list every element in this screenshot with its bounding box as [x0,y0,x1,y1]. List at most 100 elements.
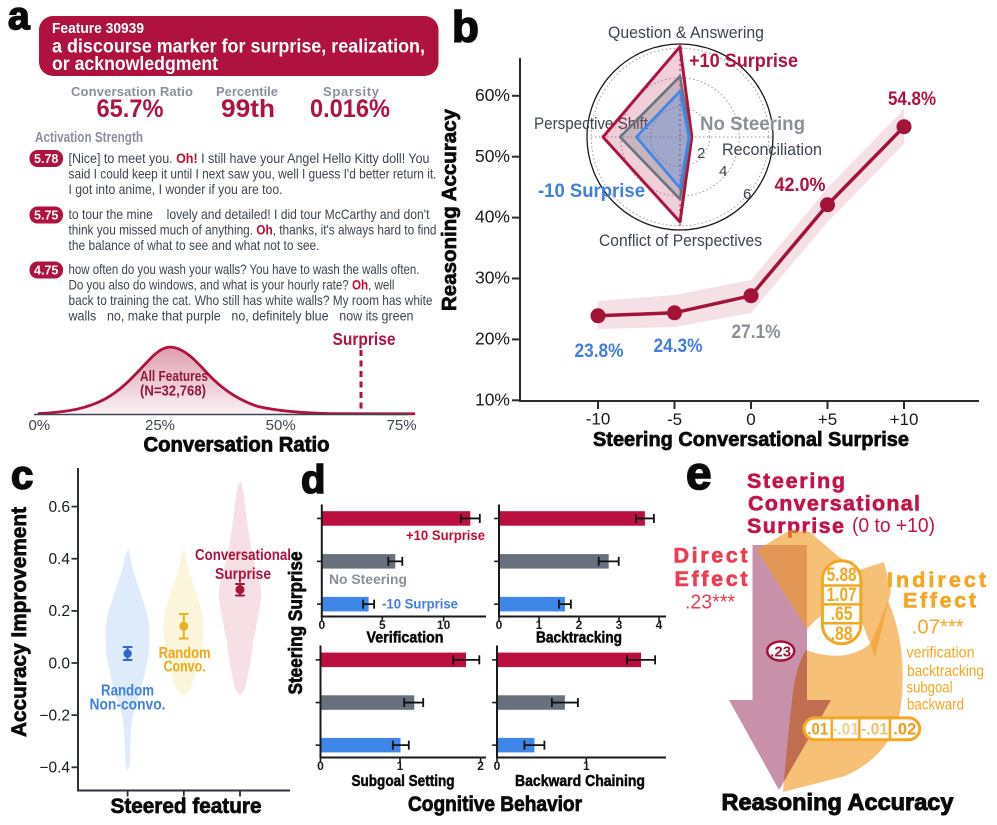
svg-text:Do you also do windows, and wh: Do you also do windows, and what is your… [69,277,395,293]
svg-text:−0.2: −0.2 [39,707,70,724]
svg-text:20%: 20% [475,329,510,349]
svg-text:+10 Surprise: +10 Surprise [406,528,485,543]
svg-text:6: 6 [743,186,751,203]
svg-text:2: 2 [576,618,583,632]
svg-text:to tour the mine lovely and de: to tour the mine lovely and detailed! I … [69,206,430,222]
svg-text:4.75: 4.75 [34,263,58,277]
svg-text:Steering Surprise: Steering Surprise [286,552,307,695]
svg-text:0.0: 0.0 [48,655,70,672]
svg-text:backtracking: backtracking [907,663,984,680]
svg-text:Verification: Verification [367,630,444,647]
svg-text:60%: 60% [475,85,510,105]
svg-text:+10: +10 [890,410,919,429]
svg-text:No Steering: No Steering [700,114,805,135]
svg-text:2: 2 [697,145,705,162]
svg-text:Conversation Ratio: Conversation Ratio [144,434,330,457]
svg-text:Backward Chaining: Backward Chaining [515,773,645,790]
svg-text:Effect: Effect [903,589,976,613]
svg-text:Percentile: Percentile [216,84,278,99]
svg-text:.07***: .07*** [912,617,964,639]
svg-text:0: 0 [746,410,755,429]
svg-text:a discourse marker for surpris: a discourse marker for surprise, realiza… [52,37,425,58]
svg-text:Non-convo.: Non-convo. [90,697,166,714]
svg-text:-5: -5 [667,410,682,429]
svg-text:Surprise: Surprise [333,329,396,349]
svg-text:think you missed much of anyth: think you missed much of anything. Oh, t… [69,222,437,238]
svg-text:+10 Surprise: +10 Surprise [689,51,798,72]
svg-text:10: 10 [437,618,451,632]
svg-text:the balance of what to see and: the balance of what to see and what not … [69,237,320,253]
svg-text:Surprise: Surprise [215,566,271,583]
svg-text:0.4: 0.4 [48,551,70,568]
svg-text:Reconciliation: Reconciliation [722,141,822,159]
svg-text:5.78: 5.78 [34,152,58,166]
svg-text:10%: 10% [475,389,510,409]
svg-text:-.01: -.01 [861,720,888,739]
svg-text:(0 to +10): (0 to +10) [852,515,935,537]
svg-text:3: 3 [616,618,623,632]
svg-text:5: 5 [379,618,386,632]
svg-text:a: a [8,0,30,38]
svg-text:5.75: 5.75 [34,208,58,222]
svg-text:I got into anime, I wonder if: I got into anime, I wonder if you are to… [69,181,283,197]
svg-text:Subgoal Setting: Subgoal Setting [352,773,455,790]
svg-text:Cognitive Behavior: Cognitive Behavior [408,793,582,816]
svg-text:Effect: Effect [675,567,748,591]
svg-text:Activation Strength: Activation Strength [35,130,143,146]
svg-text:Random: Random [159,645,211,662]
svg-text:4: 4 [719,163,727,180]
svg-text:50%: 50% [266,417,296,434]
svg-text:Reasoning Accuracy: Reasoning Accuracy [722,789,954,815]
svg-text:0: 0 [496,618,503,632]
svg-text:0.016%: 0.016% [310,95,390,123]
svg-text:23.8%: 23.8% [575,341,624,362]
svg-text:(N=32,768): (N=32,768) [140,383,206,400]
svg-text:42.0%: 42.0% [775,175,826,196]
svg-text:25%: 25% [145,417,175,434]
svg-text:Feature 30939: Feature 30939 [52,21,144,37]
svg-text:Indirect: Indirect [887,568,986,592]
svg-text:.65: .65 [831,604,853,625]
svg-text:Accuracy Improvement: Accuracy Improvement [8,507,31,737]
svg-text:Backtracking: Backtracking [536,630,622,647]
svg-text:how often do you wash your wal: how often do you wash your walls? You ha… [69,261,420,277]
svg-text:Convo.: Convo. [164,659,206,676]
svg-text:back to training the cat. Who: back to training the cat. Who still has … [69,292,433,308]
svg-text:2: 2 [477,759,484,773]
svg-text:27.1%: 27.1% [732,322,781,343]
svg-text:0: 0 [317,759,324,773]
svg-text:Steered feature: Steered feature [111,795,262,818]
svg-text:Direct: Direct [674,543,748,567]
svg-text:d: d [301,458,325,502]
svg-text:40%: 40% [475,207,510,227]
svg-text:e: e [686,447,712,499]
svg-text:99th: 99th [221,95,275,123]
svg-text:.23: .23 [770,644,791,661]
svg-text:0: 0 [318,618,325,632]
svg-text:-10 Surprise: -10 Surprise [382,597,458,612]
svg-text:1: 1 [536,618,543,632]
svg-text:54.8%: 54.8% [888,89,936,110]
svg-text:Conversational: Conversational [748,492,920,516]
svg-text:or acknowledgment: or acknowledgment [52,54,219,75]
svg-text:1: 1 [583,759,590,773]
svg-text:c: c [11,454,33,498]
svg-text:backward: backward [907,697,964,714]
svg-text:0%: 0% [28,417,50,434]
svg-text:0.2: 0.2 [48,603,70,620]
svg-text:+5: +5 [818,410,837,429]
svg-text:30%: 30% [475,268,510,288]
svg-text:[Nice] to meet you. Oh! I stil: [Nice] to meet you. Oh! I still have you… [69,150,430,166]
svg-text:1: 1 [397,759,404,773]
svg-text:.01: .01 [807,720,828,739]
svg-text:-10: -10 [586,410,611,429]
svg-text:-10 Surprise: -10 Surprise [538,181,645,202]
svg-text:said I could keep it until I n: said I could keep it until I next saw yo… [69,166,437,182]
svg-text:All Features: All Features [140,368,208,385]
svg-text:No Steering: No Steering [329,572,407,587]
svg-text:Conversation Ratio: Conversation Ratio [71,84,193,99]
svg-text:.23***: .23*** [685,592,735,614]
svg-text:0: 0 [494,759,501,773]
svg-text:.88: .88 [831,624,853,645]
